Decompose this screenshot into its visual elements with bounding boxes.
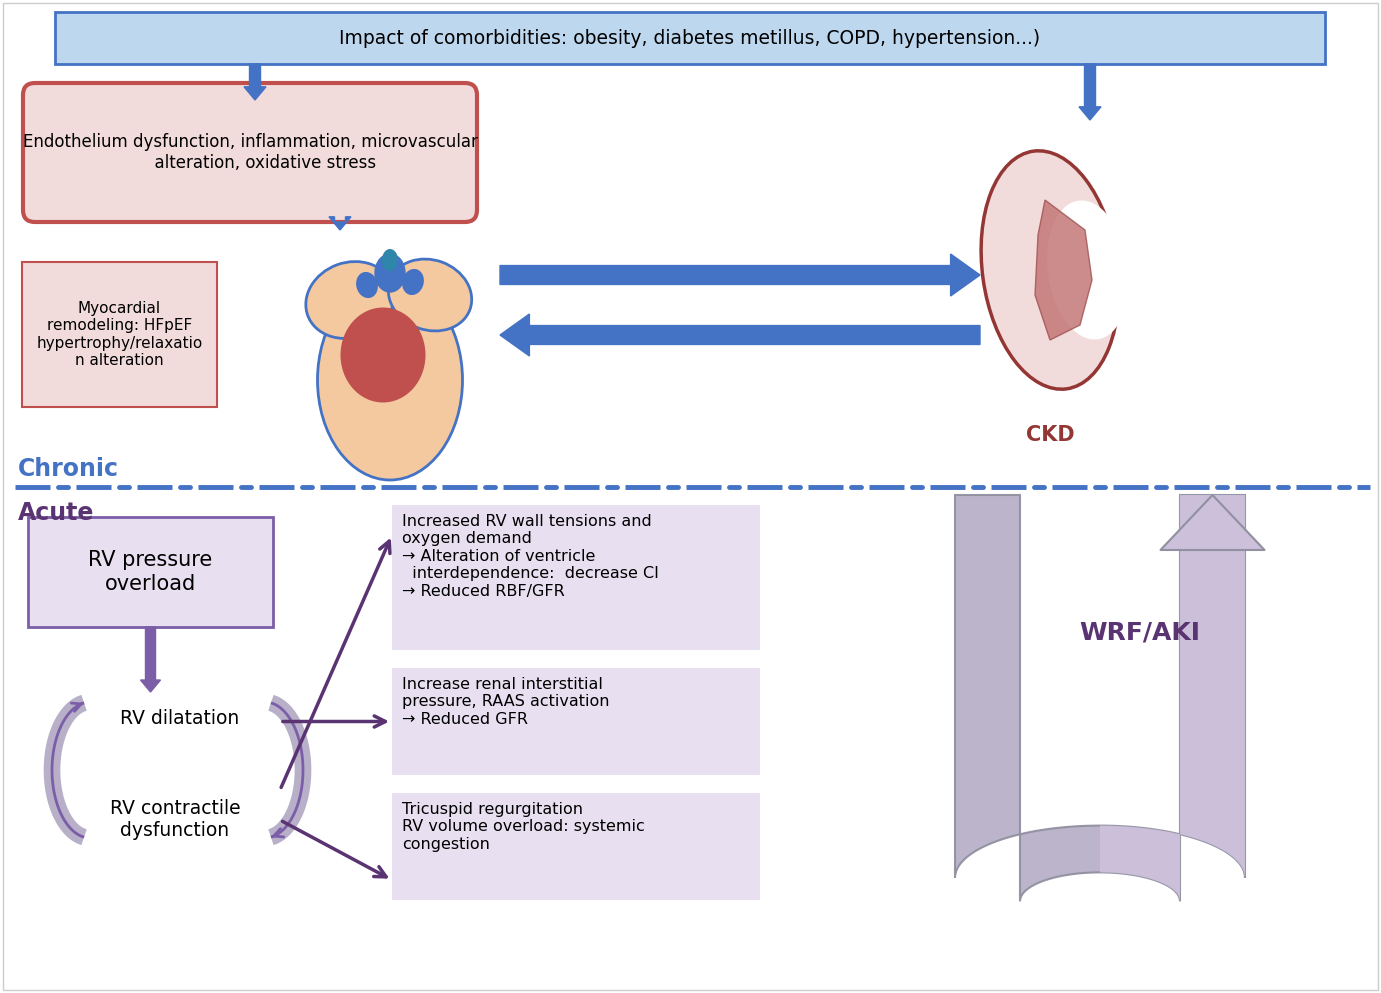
FancyBboxPatch shape xyxy=(28,517,273,627)
Polygon shape xyxy=(500,254,981,296)
Text: CKD: CKD xyxy=(1026,425,1074,445)
Ellipse shape xyxy=(341,308,425,402)
Polygon shape xyxy=(1101,495,1246,902)
Polygon shape xyxy=(1079,64,1101,120)
Text: Tricuspid regurgitation
RV volume overload: systemic
congestion: Tricuspid regurgitation RV volume overlo… xyxy=(402,802,645,852)
Ellipse shape xyxy=(383,249,398,271)
Text: RV contractile
dysfunction: RV contractile dysfunction xyxy=(109,799,240,840)
Text: Acute: Acute xyxy=(18,501,94,525)
Ellipse shape xyxy=(305,261,394,339)
Ellipse shape xyxy=(388,259,472,331)
Text: Myocardial
remodeling: HFpEF
hypertrophy/relaxatio
n alteration: Myocardial remodeling: HFpEF hypertrophy… xyxy=(36,301,203,368)
FancyBboxPatch shape xyxy=(392,793,760,900)
Ellipse shape xyxy=(403,270,423,294)
Ellipse shape xyxy=(318,280,463,480)
Text: Chronic: Chronic xyxy=(18,457,119,481)
Text: RV dilatation: RV dilatation xyxy=(120,708,240,728)
Polygon shape xyxy=(1034,200,1092,340)
Ellipse shape xyxy=(981,151,1119,389)
Text: RV pressure
overload: RV pressure overload xyxy=(88,550,213,594)
Polygon shape xyxy=(329,216,351,230)
Ellipse shape xyxy=(1047,201,1128,340)
Polygon shape xyxy=(956,495,1246,902)
Polygon shape xyxy=(1160,495,1265,550)
Text: Increased RV wall tensions and
oxygen demand
→ Alteration of ventricle
  interde: Increased RV wall tensions and oxygen de… xyxy=(402,514,659,599)
FancyBboxPatch shape xyxy=(23,83,476,222)
FancyBboxPatch shape xyxy=(55,12,1324,64)
FancyBboxPatch shape xyxy=(392,668,760,775)
Polygon shape xyxy=(500,314,981,356)
Ellipse shape xyxy=(376,254,405,292)
FancyBboxPatch shape xyxy=(392,505,760,650)
Text: Endothelium dysfunction, inflammation, microvascular
      alteration, oxidative: Endothelium dysfunction, inflammation, m… xyxy=(22,133,478,172)
Text: WRF/AKI: WRF/AKI xyxy=(1080,621,1200,644)
Polygon shape xyxy=(141,627,160,692)
Text: Impact of comorbidities: obesity, diabetes metillus, COPD, hypertension...): Impact of comorbidities: obesity, diabet… xyxy=(340,29,1040,48)
Text: Increase renal interstitial
pressure, RAAS activation
→ Reduced GFR: Increase renal interstitial pressure, RA… xyxy=(402,677,609,727)
Ellipse shape xyxy=(356,273,377,297)
Polygon shape xyxy=(244,64,267,100)
FancyBboxPatch shape xyxy=(22,262,217,407)
